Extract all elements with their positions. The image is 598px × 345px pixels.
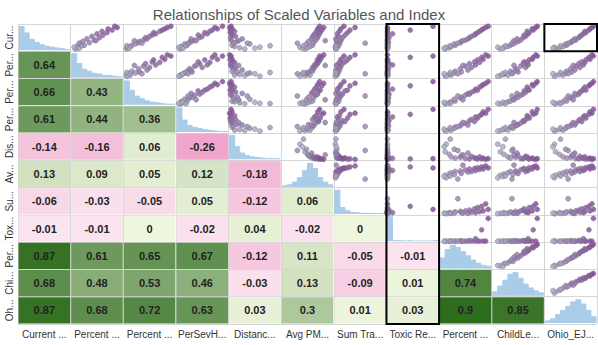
svg-text:0.06: 0.06 — [139, 141, 160, 153]
svg-text:ChildLe...: ChildLe... — [497, 329, 539, 340]
svg-text:Percent ...: Percent ... — [127, 329, 173, 340]
svg-text:0.36: 0.36 — [139, 113, 160, 125]
svg-text:0.46: 0.46 — [192, 277, 213, 289]
svg-text:Sum Tra...: Sum Tra... — [337, 329, 383, 340]
svg-text:Per...: Per... — [4, 81, 15, 104]
svg-text:0: 0 — [357, 223, 363, 235]
svg-text:Tox...: Tox... — [4, 217, 15, 241]
svg-text:0.9: 0.9 — [458, 304, 473, 316]
svg-text:Avg PM...: Avg PM... — [286, 329, 329, 340]
svg-text:-0.01: -0.01 — [32, 223, 57, 235]
svg-text:0.05: 0.05 — [139, 168, 160, 180]
svg-text:-0.14: -0.14 — [32, 141, 58, 153]
svg-text:0.3: 0.3 — [300, 304, 315, 316]
svg-text:0.48: 0.48 — [86, 277, 107, 289]
svg-text:0.68: 0.68 — [86, 304, 107, 316]
svg-text:-0.09: -0.09 — [348, 277, 373, 289]
svg-text:Relationships of Scaled Variab: Relationships of Scaled Variables and In… — [153, 6, 446, 23]
svg-text:0.87: 0.87 — [34, 304, 55, 316]
svg-text:-0.05: -0.05 — [137, 195, 162, 207]
svg-text:PerSevH...: PerSevH... — [178, 329, 226, 340]
svg-text:0.61: 0.61 — [34, 113, 55, 125]
svg-text:Av...: Av... — [4, 164, 15, 183]
svg-text:0.01: 0.01 — [349, 304, 370, 316]
svg-text:0.11: 0.11 — [297, 250, 318, 262]
svg-text:Per...: Per... — [4, 53, 15, 76]
svg-text:Distanc...: Distanc... — [234, 329, 276, 340]
svg-text:-0.12: -0.12 — [242, 195, 267, 207]
svg-text:-0.12: -0.12 — [242, 250, 267, 262]
svg-text:0.03: 0.03 — [244, 304, 265, 316]
svg-text:Dis...: Dis... — [4, 135, 15, 158]
svg-text:Chi...: Chi... — [4, 271, 15, 294]
svg-text:-0.06: -0.06 — [32, 195, 57, 207]
svg-text:Toxic Re...: Toxic Re... — [389, 329, 436, 340]
svg-text:0.44: 0.44 — [86, 113, 108, 125]
svg-text:-0.02: -0.02 — [295, 223, 320, 235]
svg-text:0.65: 0.65 — [139, 250, 160, 262]
svg-text:0.53: 0.53 — [139, 277, 160, 289]
svg-text:Percent ...: Percent ... — [74, 329, 120, 340]
svg-text:0.61: 0.61 — [86, 250, 107, 262]
svg-text:Oh...: Oh... — [4, 300, 15, 322]
svg-text:0.87: 0.87 — [34, 250, 55, 262]
svg-text:0.74: 0.74 — [455, 277, 477, 289]
svg-text:Percent ...: Percent ... — [443, 329, 489, 340]
svg-text:0.68: 0.68 — [34, 277, 55, 289]
svg-text:0.09: 0.09 — [86, 168, 107, 180]
svg-text:Ohio_EJ...: Ohio_EJ... — [547, 329, 594, 340]
svg-text:0.43: 0.43 — [86, 86, 107, 98]
svg-text:Per...: Per... — [4, 108, 15, 131]
svg-text:-0.05: -0.05 — [348, 250, 373, 262]
svg-text:Per...: Per... — [4, 244, 15, 267]
svg-text:0.66: 0.66 — [34, 86, 55, 98]
svg-text:-0.26: -0.26 — [190, 141, 215, 153]
svg-text:-0.03: -0.03 — [242, 277, 267, 289]
svg-text:0.72: 0.72 — [139, 304, 160, 316]
svg-text:-0.01: -0.01 — [84, 223, 109, 235]
svg-text:0.13: 0.13 — [297, 277, 318, 289]
svg-text:-0.02: -0.02 — [190, 223, 215, 235]
svg-text:Cur...: Cur... — [4, 26, 15, 50]
svg-text:0.12: 0.12 — [192, 168, 213, 180]
svg-text:Current ...: Current ... — [22, 329, 66, 340]
svg-text:0.01: 0.01 — [402, 277, 423, 289]
svg-text:0.06: 0.06 — [297, 195, 318, 207]
svg-text:-0.01: -0.01 — [400, 250, 425, 262]
svg-text:-0.18: -0.18 — [242, 168, 267, 180]
svg-text:0.04: 0.04 — [244, 223, 266, 235]
svg-text:0.03: 0.03 — [402, 304, 423, 316]
svg-text:-0.03: -0.03 — [84, 195, 109, 207]
svg-text:0.85: 0.85 — [507, 304, 528, 316]
svg-text:-0.16: -0.16 — [84, 141, 109, 153]
svg-text:Su...: Su... — [4, 191, 15, 212]
svg-text:0.67: 0.67 — [192, 250, 213, 262]
svg-text:0: 0 — [147, 223, 153, 235]
svg-text:0.63: 0.63 — [192, 304, 213, 316]
svg-text:0.64: 0.64 — [34, 59, 56, 71]
svg-text:0.13: 0.13 — [34, 168, 55, 180]
svg-text:0.05: 0.05 — [192, 195, 213, 207]
